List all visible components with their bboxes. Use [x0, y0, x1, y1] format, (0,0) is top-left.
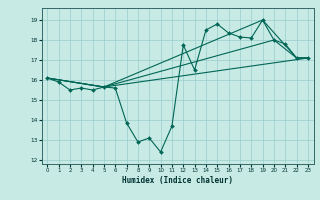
X-axis label: Humidex (Indice chaleur): Humidex (Indice chaleur): [122, 176, 233, 185]
